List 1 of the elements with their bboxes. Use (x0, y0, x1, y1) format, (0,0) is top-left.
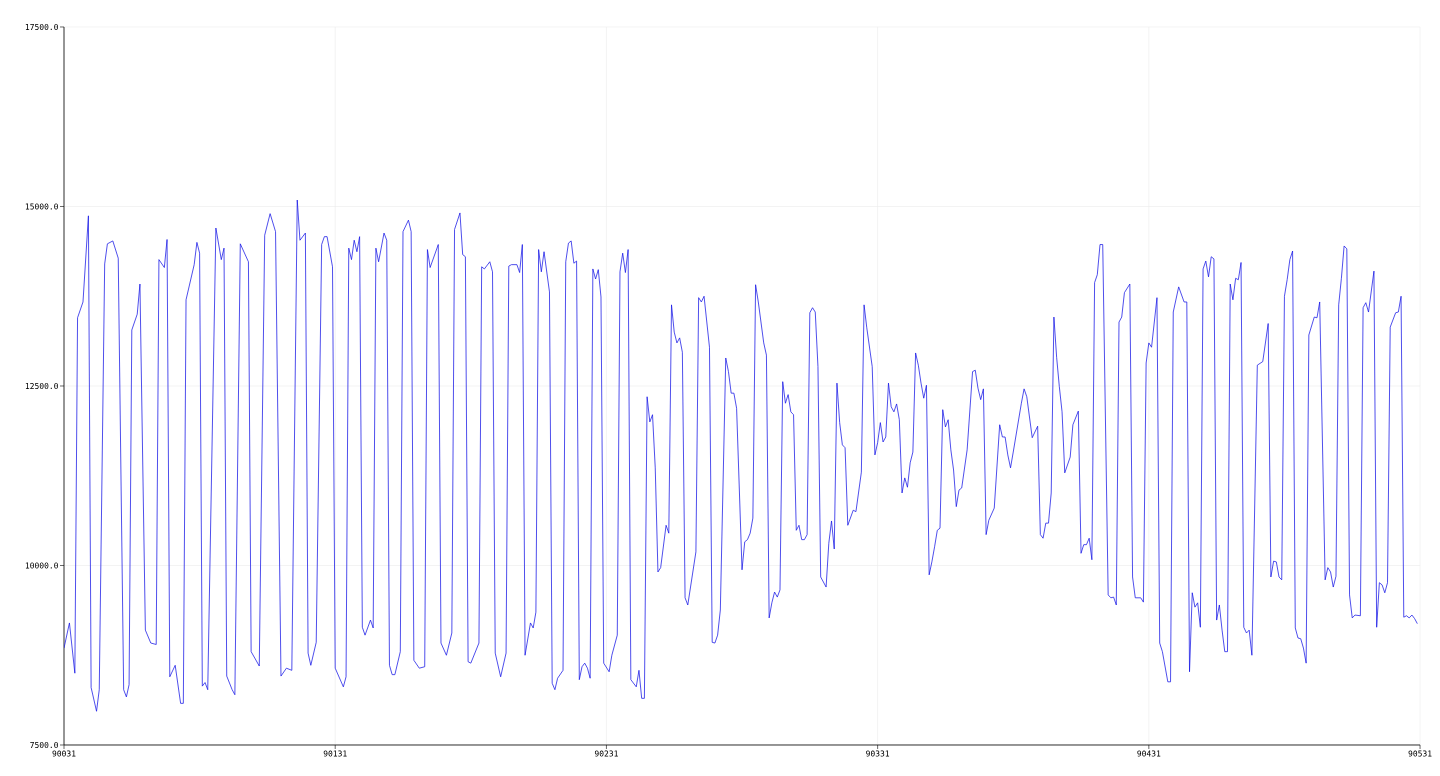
line-series (64, 199, 1418, 712)
